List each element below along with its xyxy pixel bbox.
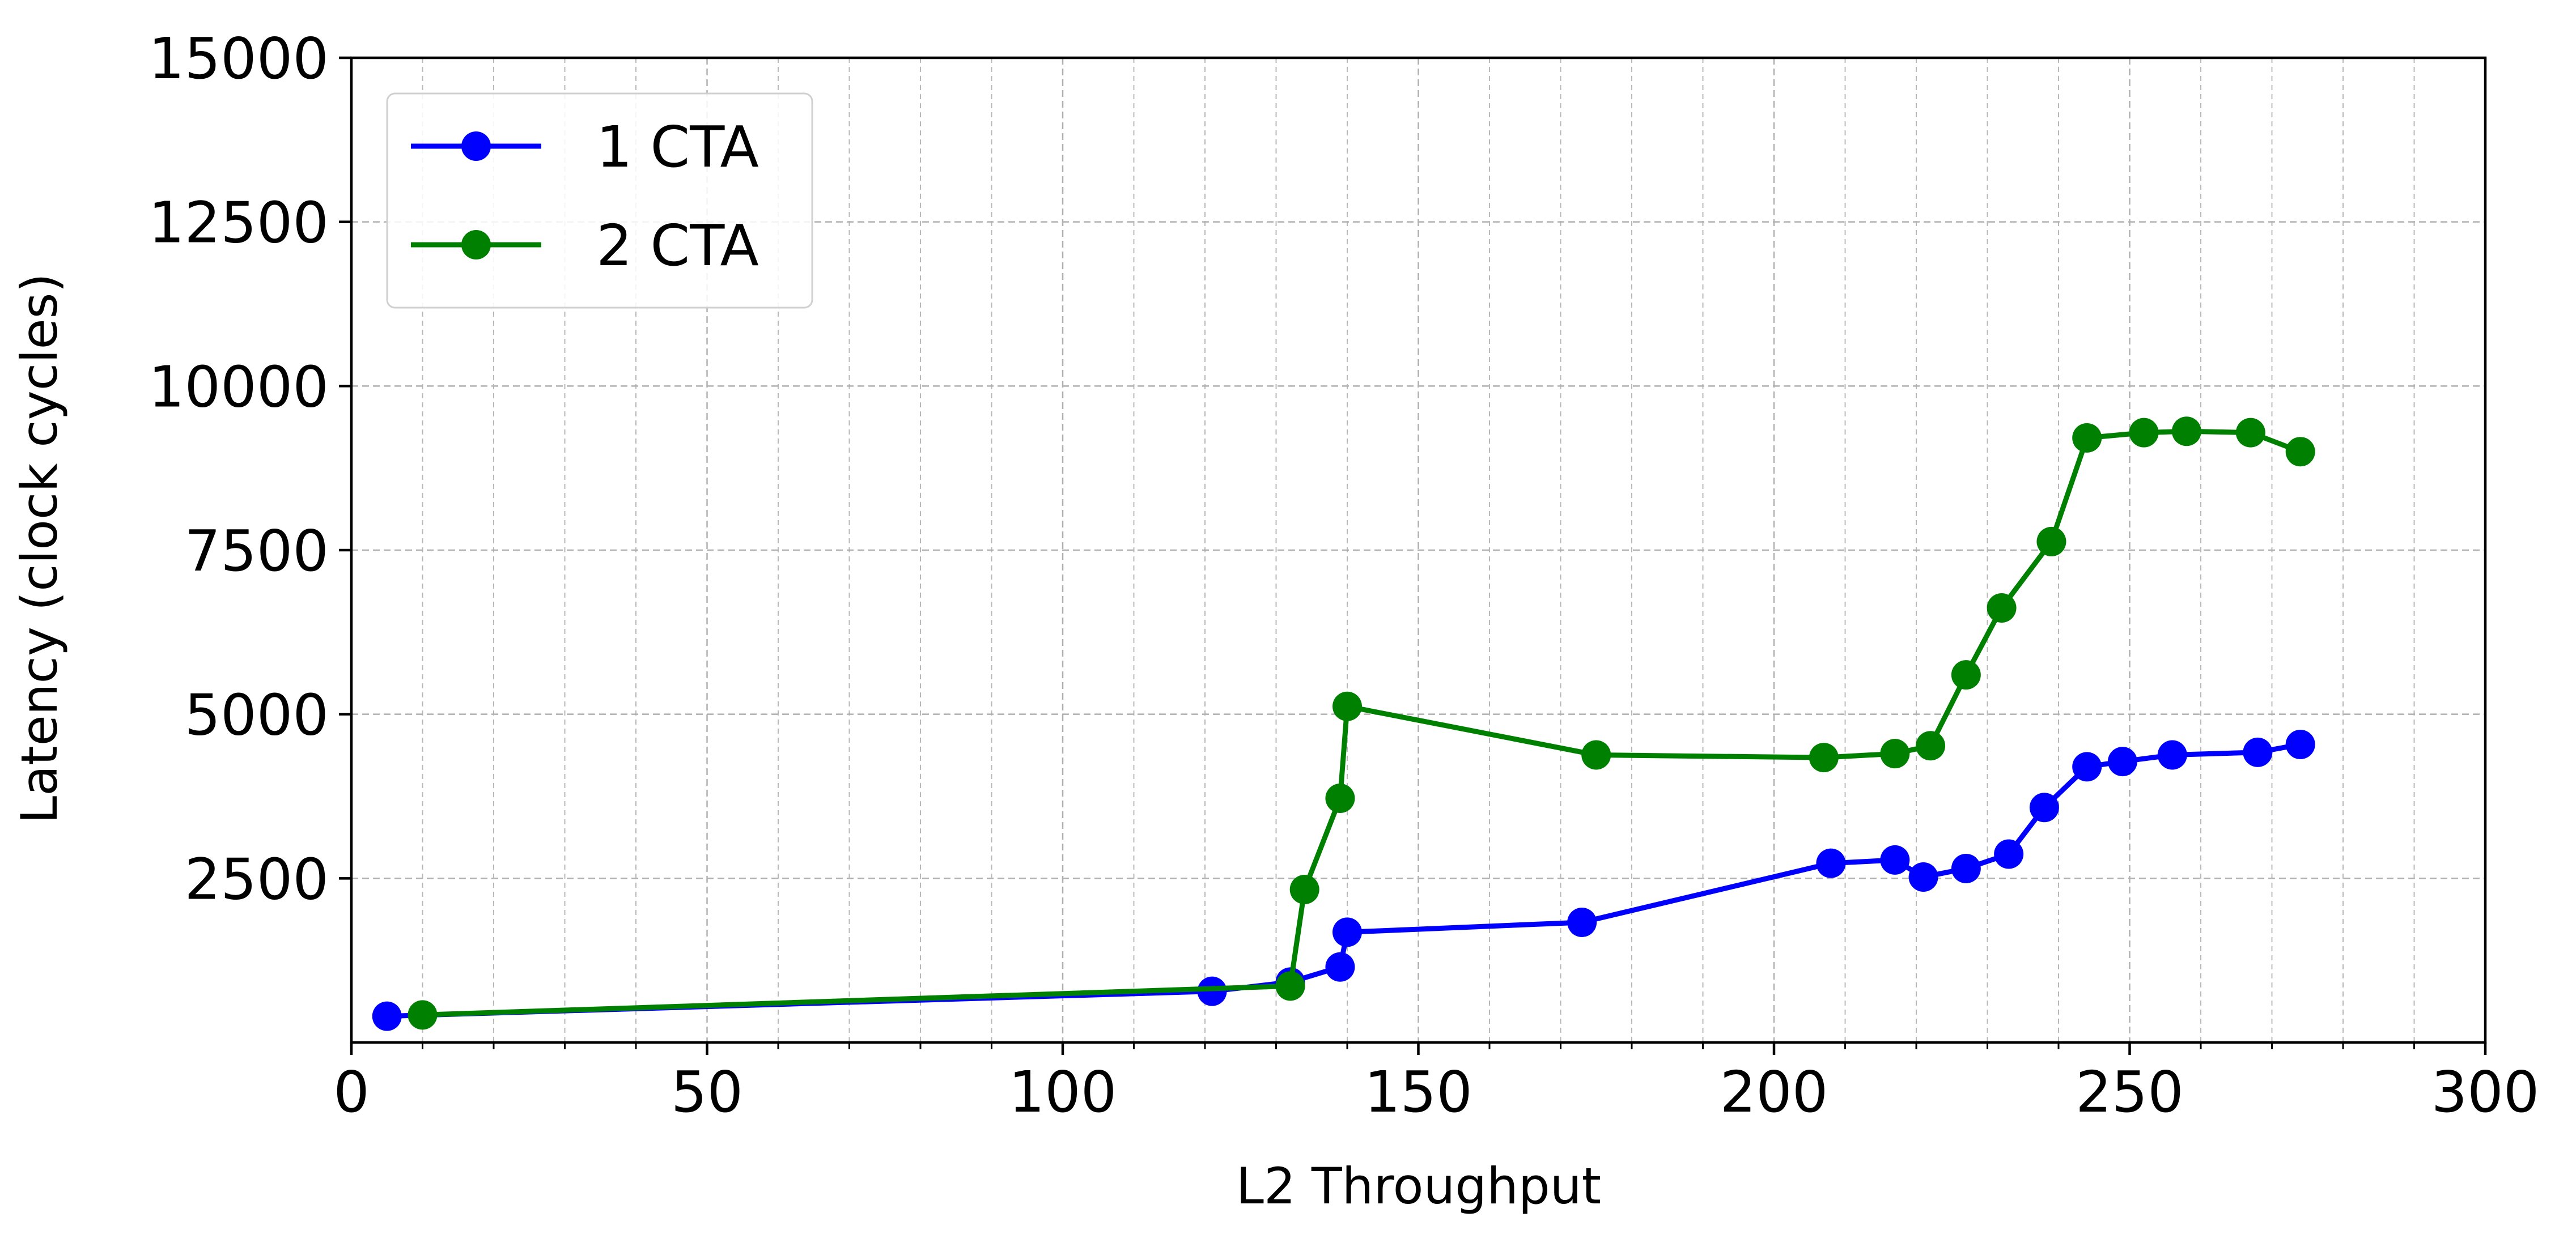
data-point-1-cta (2072, 752, 2102, 782)
data-point-2-cta (1880, 739, 1910, 769)
data-point-1-cta (1197, 976, 1227, 1006)
data-point-2-cta (2072, 423, 2102, 453)
x-tick-label: 150 (1364, 1059, 1472, 1125)
data-point-1-cta (2107, 747, 2137, 777)
data-point-2-cta (2235, 418, 2265, 448)
axes (339, 56, 2487, 1055)
data-point-1-cta (2243, 737, 2273, 767)
data-point-2-cta (2129, 418, 2159, 448)
legend-label-1-cta: 1 CTA (596, 114, 759, 180)
grid (351, 58, 2485, 1042)
data-point-1-cta (2029, 793, 2059, 823)
data-point-2-cta (1325, 783, 1355, 813)
data-point-2-cta (2171, 416, 2201, 446)
x-tick-label: 250 (2076, 1059, 2184, 1125)
x-tick-label: 200 (1720, 1059, 1828, 1125)
data-point-1-cta (1880, 845, 1910, 875)
data-point-1-cta (1567, 907, 1597, 937)
series-layer (372, 416, 2315, 1031)
data-point-2-cta (1581, 740, 1611, 770)
legend: 1 CTA 2 CTA (386, 92, 813, 309)
legend-marker-1-cta (461, 131, 491, 161)
x-tick-label: 100 (1009, 1059, 1117, 1125)
data-point-1-cta (1816, 848, 1846, 878)
y-tick-label: 10000 (148, 354, 329, 420)
y-tick-label: 15000 (148, 25, 329, 92)
y-tick-label: 12500 (148, 190, 329, 256)
data-point-2-cta (1809, 743, 1839, 773)
legend-marker-2-cta (461, 230, 491, 259)
y-tick-label: 5000 (185, 682, 329, 748)
series-2-cta (408, 416, 2315, 1030)
data-point-2-cta (408, 1000, 438, 1030)
data-point-1-cta (2157, 740, 2187, 770)
tick-labels: 0 50 100 150 200 250 300 2500 5000 7500 10000 12500… (148, 25, 2540, 1125)
plot-frame (350, 56, 2487, 1044)
x-tick-label: 50 (671, 1059, 743, 1125)
y-tick-label: 7500 (185, 518, 329, 584)
data-point-2-cta (2285, 437, 2315, 467)
x-tick-label: 0 (333, 1059, 370, 1125)
data-point-1-cta (1908, 862, 1938, 892)
legend-label-2-cta: 2 CTA (596, 212, 759, 279)
x-tick-label: 300 (2431, 1059, 2540, 1125)
data-point-1-cta (1332, 917, 1362, 947)
data-point-2-cta (1916, 731, 1946, 761)
data-point-2-cta (1275, 971, 1305, 1001)
data-point-1-cta (2285, 729, 2315, 759)
series-line-2-cta (422, 428, 2302, 1018)
y-axis-label: Latency (clock cycles) (10, 273, 69, 824)
data-point-2-cta (1987, 593, 2017, 623)
data-point-2-cta (1289, 875, 1319, 905)
y-tick-label: 2500 (185, 846, 329, 912)
data-point-2-cta (2036, 526, 2066, 556)
data-point-1-cta (1951, 853, 1981, 883)
data-point-1-cta (372, 1001, 402, 1031)
x-axis-label: L2 Throughput (1236, 1157, 1601, 1215)
data-point-2-cta (1332, 691, 1362, 721)
data-point-2-cta (1951, 660, 1981, 690)
data-point-1-cta (1994, 839, 2024, 869)
data-point-1-cta (1325, 952, 1355, 982)
